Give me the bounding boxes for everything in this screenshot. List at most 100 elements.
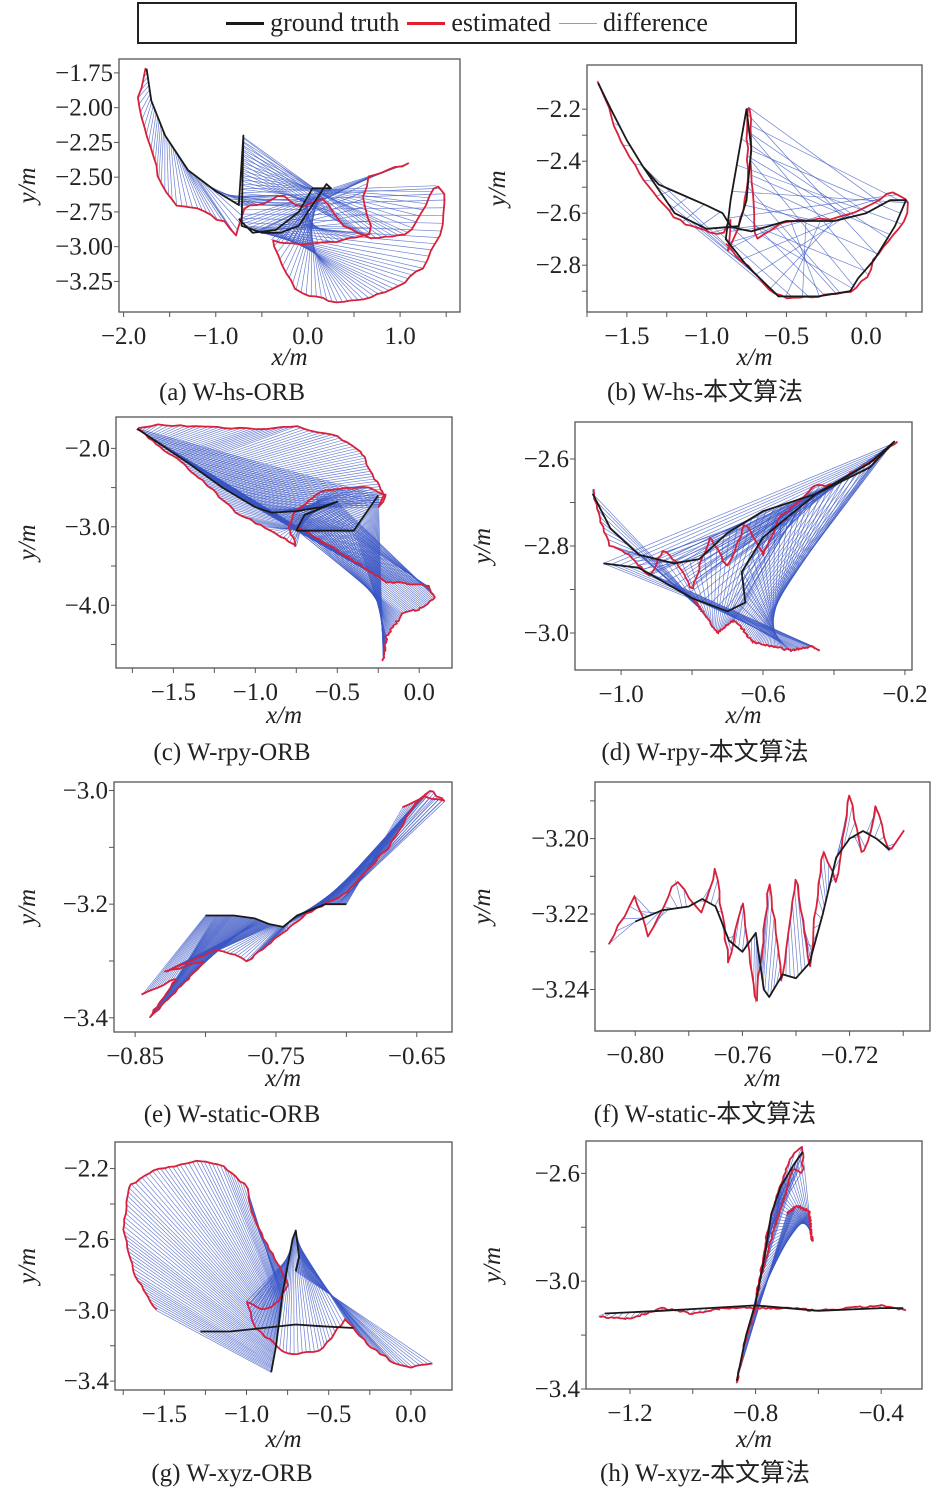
difference-line [278, 232, 384, 293]
difference-line [242, 166, 416, 223]
plot-frame [594, 781, 931, 1032]
legend-swatch-ground-truth [226, 21, 265, 25]
subplot-caption: (d) W-rpy-本文算法 [601, 738, 808, 766]
difference-line [608, 921, 636, 945]
difference-line [127, 1186, 278, 1339]
difference-line [160, 915, 211, 987]
x-axis-label: x/m [264, 1065, 301, 1092]
y-tick-label: −3.0 [63, 778, 108, 805]
difference-line [746, 130, 867, 214]
x-tick-label: −0.4 [858, 1400, 904, 1427]
difference-line [788, 935, 791, 977]
difference-line [186, 168, 218, 220]
difference-line [293, 1235, 299, 1354]
difference-line [290, 511, 414, 585]
estimated-line [691, 596, 820, 653]
y-tick-label: −2.2 [536, 96, 581, 123]
difference-line [305, 509, 425, 586]
difference-line [635, 455, 880, 568]
legend-label-difference: difference [603, 8, 708, 37]
y-tick-label: −3.4 [535, 1376, 581, 1403]
difference-line [169, 453, 368, 512]
difference-line [598, 1313, 605, 1317]
difference-line [247, 227, 433, 251]
y-axis-label: y/m [469, 528, 496, 567]
difference-line [138, 1280, 274, 1364]
x-tick-label: −1.0 [598, 681, 643, 708]
difference-line [822, 850, 828, 896]
difference-line [297, 1263, 405, 1366]
difference-line [743, 204, 817, 222]
difference-line [135, 1276, 274, 1363]
legend: ground truth estimated difference [137, 2, 797, 44]
difference-line [163, 915, 212, 986]
difference-line [209, 441, 347, 479]
difference-line [297, 1260, 397, 1364]
legend-item-estimated: estimated [407, 8, 551, 38]
difference-line [767, 918, 775, 996]
difference-line [794, 888, 802, 972]
difference-line [160, 446, 371, 508]
y-tick-label: −2.8 [536, 252, 581, 279]
difference-line [346, 807, 404, 905]
difference-line [603, 441, 898, 564]
difference-line [145, 105, 154, 135]
difference-line [339, 530, 393, 630]
difference-line [141, 97, 152, 121]
difference-line [242, 185, 437, 194]
difference-line [191, 172, 228, 225]
difference-line [815, 912, 822, 919]
difference-line [675, 880, 683, 908]
difference-line [138, 89, 150, 106]
difference-line [198, 178, 238, 231]
difference-line [736, 164, 902, 225]
difference-line [755, 212, 853, 275]
difference-line [760, 490, 823, 645]
difference-line [703, 554, 712, 625]
difference-line [286, 229, 369, 298]
y-tick-label: −2.2 [64, 1156, 109, 1183]
difference-line [747, 180, 834, 222]
x-axis-label: x/m [265, 702, 302, 729]
y-axis-label: y/m [14, 524, 41, 563]
difference-line [713, 542, 718, 629]
difference-line [213, 446, 353, 482]
ground-truth-line [205, 903, 347, 928]
y-tick-label: −2.25 [55, 129, 113, 156]
difference-line [752, 200, 879, 255]
subplot-h: −1.2 −0.8 −0.4 −2.6 −3.0 −3.4 x/m y/m (h) W-xyz-… [479, 1140, 923, 1487]
difference-line [724, 484, 821, 611]
estimated-line [608, 794, 905, 1002]
difference-line [151, 1302, 272, 1371]
plot-area [122, 1159, 433, 1373]
ground-truth-line [200, 1323, 354, 1333]
y-tick-label: −3.0 [64, 1297, 109, 1324]
difference-line [220, 455, 364, 487]
difference-line [166, 427, 225, 449]
difference-line [174, 150, 188, 207]
difference-line [294, 1233, 307, 1353]
x-tick-label: −0.8 [733, 1400, 778, 1427]
difference-line [242, 193, 444, 202]
difference-line [224, 194, 279, 197]
difference-line [127, 1247, 275, 1355]
difference-line [793, 1164, 813, 1238]
difference-line [738, 907, 744, 949]
difference-line [296, 1266, 417, 1367]
difference-line [149, 1298, 272, 1370]
difference-line [329, 530, 395, 627]
difference-line [138, 85, 150, 99]
difference-line [858, 833, 866, 848]
difference-line [773, 949, 779, 990]
difference-lines [137, 424, 436, 661]
y-tick-label: −2.8 [524, 533, 569, 560]
subplot-c: −1.5 −1.0 −0.5 0.0 −2.0 −3.0 −4.0 x/m y/m (c) W-r… [14, 416, 453, 766]
difference-line [144, 1291, 273, 1367]
difference-line [345, 530, 391, 632]
difference-line [142, 1287, 273, 1366]
subplot-caption: (b) W-hs-本文算法 [607, 378, 803, 406]
difference-line [326, 530, 395, 626]
difference-line [129, 1255, 275, 1357]
x-tick-label: −1.5 [151, 679, 196, 706]
